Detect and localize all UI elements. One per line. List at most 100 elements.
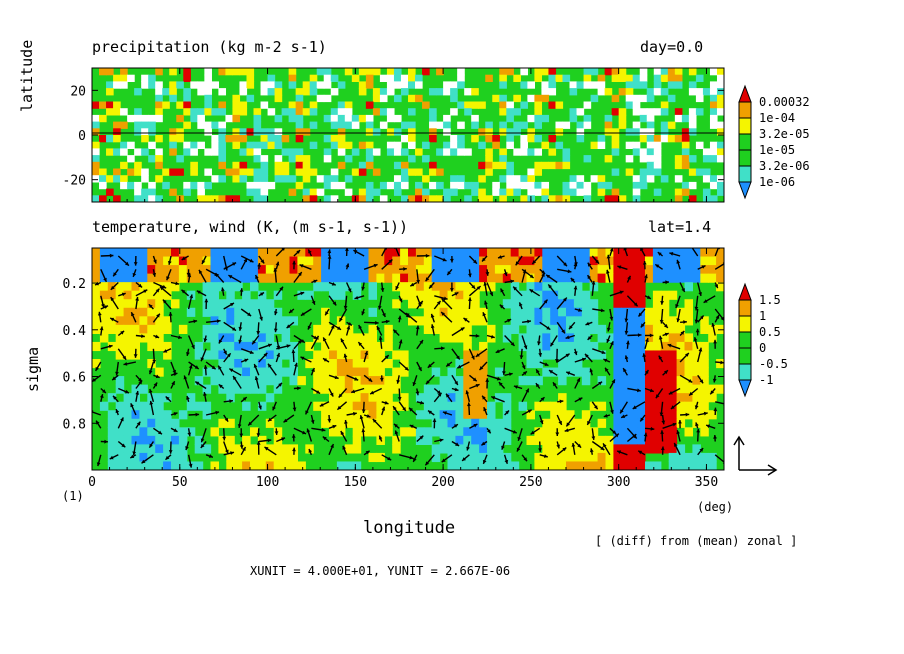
temp-cell — [447, 418, 456, 428]
temp-cell — [431, 299, 441, 309]
temp-cell — [637, 452, 646, 463]
precip-cell — [365, 74, 374, 82]
temp-cell — [463, 418, 472, 428]
temp-cell — [368, 265, 377, 275]
precip-cell — [323, 195, 332, 202]
temp-cell — [542, 282, 551, 292]
precip-cell — [351, 121, 360, 129]
temp-cell — [447, 444, 456, 454]
wind-arrowhead — [329, 392, 334, 397]
precip-cell — [590, 175, 599, 183]
temp-cell — [550, 316, 559, 326]
wind-arrowhead — [396, 379, 401, 384]
precip-cell — [485, 121, 493, 129]
temp-cell — [392, 299, 401, 309]
wind-arrowhead — [659, 319, 664, 324]
temp-cell — [597, 418, 607, 428]
precip-cell — [141, 81, 149, 89]
precip-cell — [190, 108, 198, 116]
temp-cell — [265, 324, 275, 334]
precip-cell — [197, 141, 205, 149]
precip-cell — [183, 148, 191, 156]
precip-cell — [506, 135, 514, 143]
precip-cell — [218, 141, 227, 149]
temp-cell — [439, 393, 449, 403]
temp-cell — [218, 350, 227, 360]
temp-cell — [676, 452, 686, 463]
temp-cell — [605, 435, 614, 445]
temp-cell — [510, 461, 520, 470]
temp-cell — [329, 248, 338, 258]
temp-cell — [526, 341, 535, 352]
temp-cell — [400, 290, 409, 300]
temp-cell — [289, 265, 298, 275]
temp-cell — [400, 427, 409, 437]
temp-colorbar-box — [738, 331, 752, 349]
temp-cell — [107, 299, 117, 309]
temp-cell — [447, 324, 456, 334]
temp-cell — [550, 282, 559, 292]
temp-cell — [99, 282, 109, 292]
wind-arrowhead — [252, 340, 256, 345]
temp-cell — [423, 256, 433, 266]
precip-cell — [218, 121, 227, 129]
wind-arrowhead — [555, 432, 560, 436]
temp-cell — [368, 282, 377, 292]
wind-arrowhead — [577, 443, 582, 448]
temp-cell — [526, 307, 535, 317]
temp-cell — [613, 248, 622, 258]
temp-cell — [115, 324, 125, 334]
wind-arrowhead — [664, 332, 669, 337]
temp-cell — [526, 333, 535, 343]
temp-cell — [139, 273, 148, 283]
temp-cell — [218, 299, 227, 309]
temp-cell — [352, 341, 362, 352]
temp-cell — [581, 367, 591, 377]
temp-cell — [463, 350, 472, 360]
wind-arrowhead — [327, 255, 332, 259]
precip-cell — [576, 108, 585, 116]
precip-cell — [323, 148, 332, 156]
precip-cell — [204, 81, 212, 89]
precip-cell — [281, 161, 290, 170]
temp-cell — [566, 324, 575, 334]
temp-cell — [518, 248, 528, 258]
temp-colorbar-box — [738, 347, 752, 365]
precip-cell — [141, 195, 149, 202]
precip-cell — [169, 94, 177, 103]
precip-cell — [534, 161, 543, 170]
wind-arrowhead — [553, 382, 557, 387]
temp-cell — [234, 265, 243, 275]
wind-arrowhead — [373, 263, 378, 268]
precip-cell — [583, 181, 592, 190]
wind-arrow — [714, 454, 724, 463]
temp-cell — [352, 435, 362, 445]
precip-cell — [520, 141, 528, 149]
precip-cell — [583, 74, 592, 82]
temp-cell — [257, 367, 267, 377]
precip-cell — [716, 188, 724, 196]
precip-cell — [527, 135, 535, 143]
precip-cell — [639, 135, 648, 143]
precip-cell — [695, 94, 704, 103]
precip-cell — [183, 121, 191, 129]
precip-cell — [372, 88, 381, 96]
precip-cell — [337, 108, 346, 116]
temp-cell — [573, 265, 583, 275]
temp-cell — [123, 452, 133, 463]
temp-cell — [589, 307, 599, 317]
precip-cell — [450, 175, 458, 183]
precip-cell — [253, 141, 262, 149]
wind-arrowhead — [523, 345, 528, 350]
temp-cell — [344, 384, 354, 394]
precip-cell — [141, 148, 149, 156]
precip-cell — [450, 181, 458, 190]
precip-cell — [365, 188, 374, 196]
precip-cell — [260, 175, 269, 183]
temp-cell — [597, 401, 607, 411]
precip-cell — [400, 74, 409, 82]
precip-cell — [604, 195, 613, 202]
temp-cell — [368, 427, 377, 437]
wind-arrowhead — [505, 410, 509, 415]
temp-cell — [684, 341, 693, 352]
